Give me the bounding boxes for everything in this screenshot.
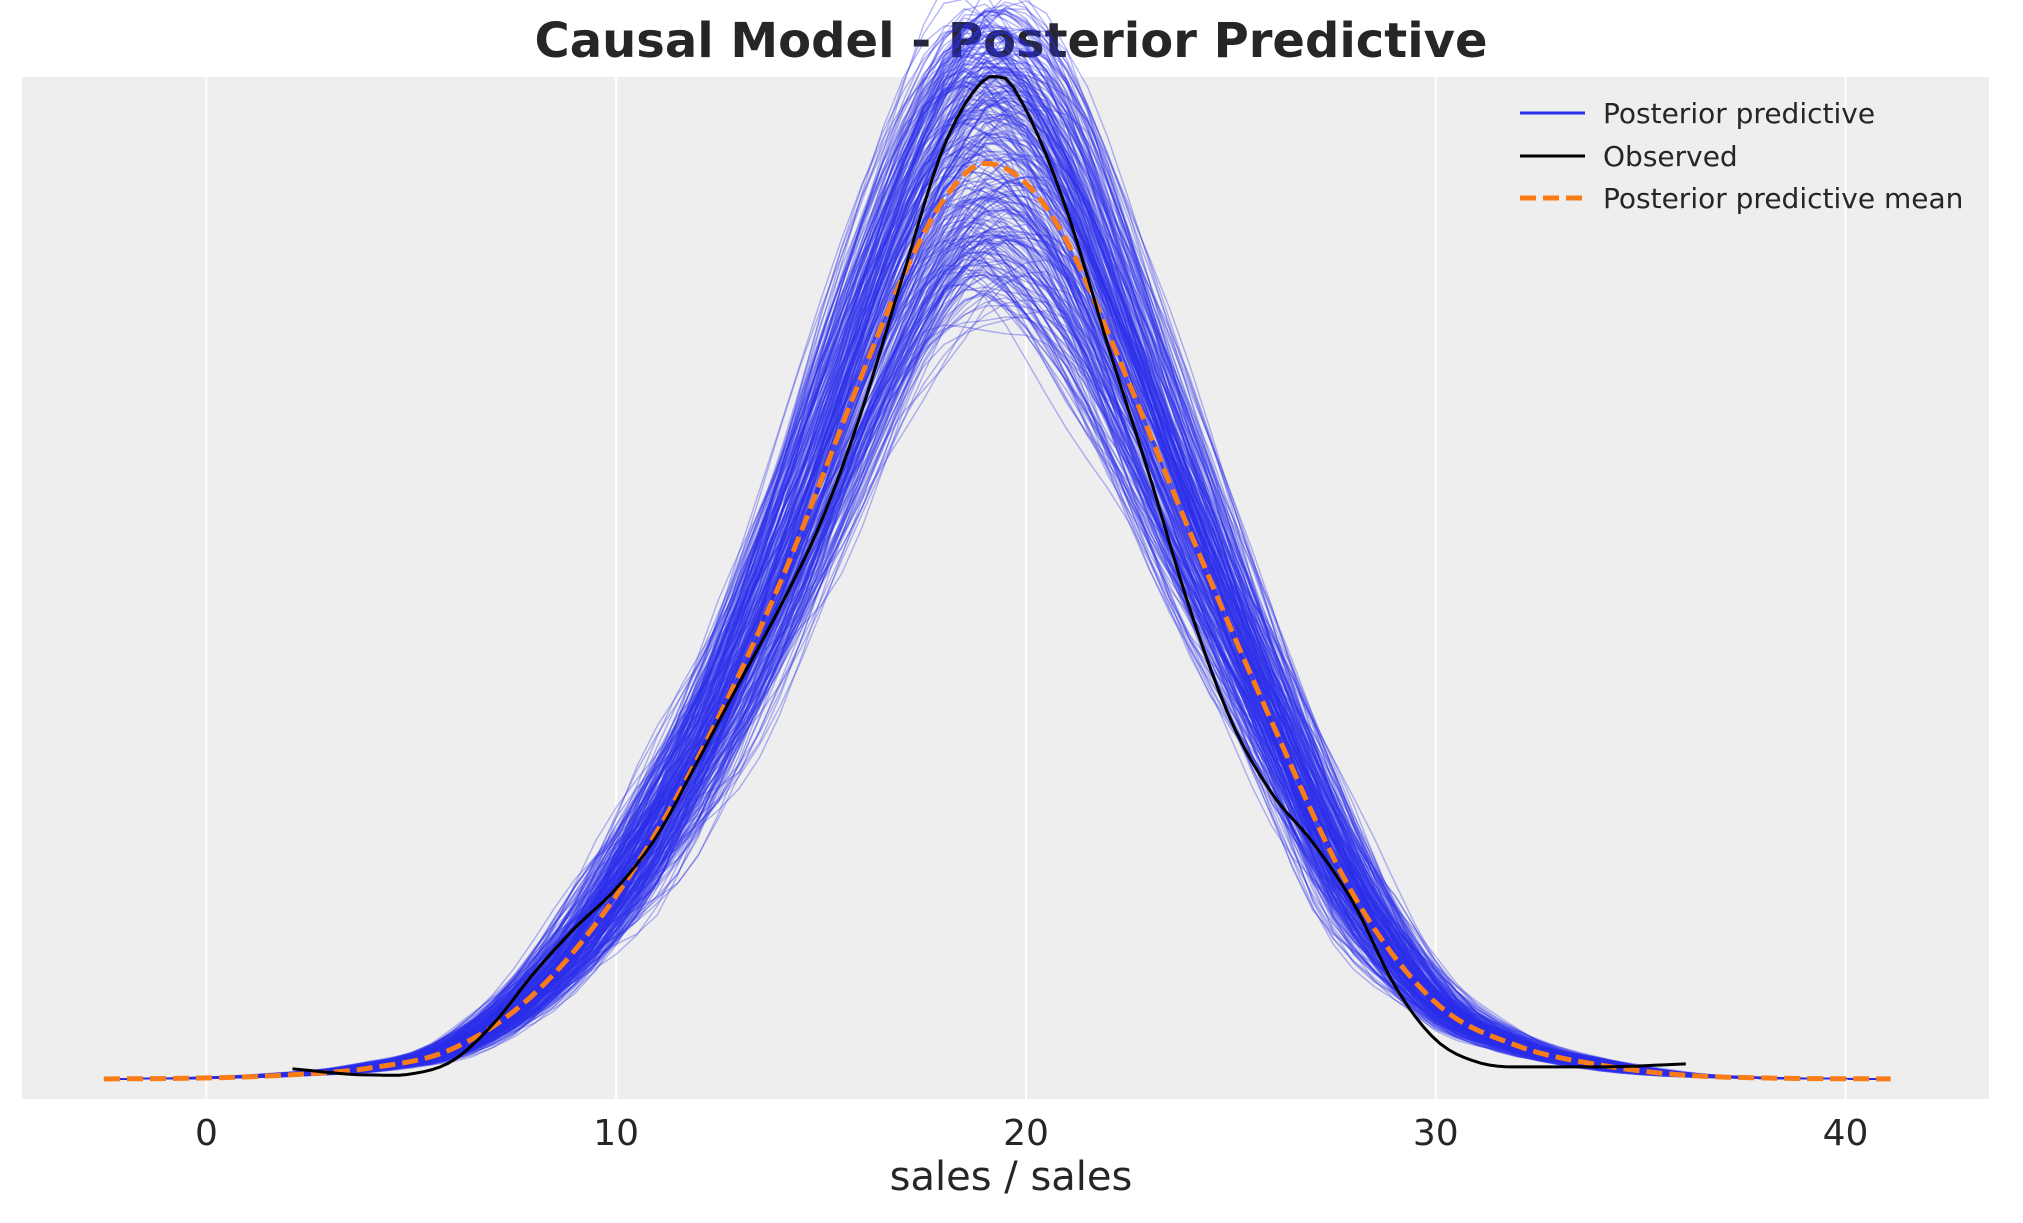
legend-label-observed: Observed	[1603, 140, 1738, 173]
posterior-draw-line	[103, 282, 1887, 1080]
posterior-draw-line	[103, 154, 1887, 1080]
posterior-draw-line	[103, 9, 1887, 1080]
posterior-draw-line	[103, 40, 1887, 1080]
posterior-draw-line	[103, 51, 1887, 1080]
posterior-draw-line	[104, 176, 1887, 1080]
posterior-draw-line	[103, 23, 1887, 1080]
posterior-draw-line	[103, 100, 1887, 1080]
posterior-draw-line	[103, 158, 1887, 1080]
posterior-draw-line	[103, 136, 1887, 1080]
x-axis-ticks: 0 10 20 30 40	[195, 1113, 1869, 1154]
posterior-draw-line	[103, 115, 1887, 1080]
posterior-draw-line	[103, 4, 1887, 1080]
posterior-draw-line	[103, 10, 1887, 1080]
posterior-draw-line	[103, 123, 1887, 1080]
posterior-draw-line	[103, 84, 1887, 1080]
posterior-draw-line	[104, 67, 1887, 1080]
posterior-draw-line	[103, 71, 1887, 1080]
x-tick-label: 10	[593, 1113, 639, 1154]
posterior-draw-line	[104, 90, 1887, 1080]
mean-line	[103, 160, 1891, 1082]
x-tick-label: 30	[1413, 1113, 1459, 1154]
posterior-draw-line	[103, 50, 1887, 1080]
posterior-draw-line	[103, 96, 1887, 1080]
posterior-draw-line	[103, 96, 1887, 1080]
posterior-draw-line	[104, 38, 1887, 1080]
posterior-draw-line	[103, 195, 1887, 1080]
x-tick-label: 20	[1003, 1113, 1049, 1154]
grid-lines	[205, 77, 1847, 1099]
posterior-draw-line	[103, 46, 1887, 1080]
posterior-mean-series	[103, 160, 1891, 1082]
posterior-draw-line	[103, 68, 1887, 1080]
plot-area	[22, 77, 1989, 1099]
posterior-draw-line	[103, 75, 1887, 1080]
posterior-draw-line	[103, 191, 1887, 1080]
posterior-draw-line	[103, 0, 1887, 1080]
posterior-draw-line	[103, 266, 1887, 1080]
posterior-draw-line	[103, 239, 1887, 1080]
posterior-draw-line	[103, 94, 1887, 1080]
posterior-draw-line	[103, 10, 1887, 1080]
posterior-draw-line	[103, 11, 1887, 1080]
posterior-draw-line	[103, 175, 1887, 1080]
posterior-draw-line	[104, 52, 1887, 1080]
posterior-draw-line	[103, 32, 1887, 1080]
posterior-draw-line	[103, 0, 1887, 1080]
posterior-draw-line	[103, 67, 1887, 1080]
posterior-draw-line	[103, 118, 1887, 1080]
posterior-draw-line	[103, 85, 1887, 1080]
posterior-draw-line	[103, 25, 1887, 1080]
posterior-draw-line	[103, 264, 1887, 1080]
x-axis-label: sales / sales	[890, 1154, 1133, 1200]
posterior-draw-line	[104, 81, 1887, 1080]
posterior-draw-line	[103, 47, 1887, 1080]
posterior-draw-line	[103, 90, 1887, 1080]
observed-series	[292, 75, 1686, 1077]
posterior-draw-line	[104, 8, 1887, 1080]
posterior-draw-line	[104, 108, 1887, 1080]
posterior-draw-line	[103, 55, 1887, 1080]
posterior-draw-line	[103, 6, 1887, 1080]
posterior-draw-line	[103, 58, 1887, 1080]
chart-title: Causal Model - Posterior Predictive	[535, 13, 1488, 69]
posterior-draw-line	[103, 149, 1887, 1080]
posterior-draw-line	[103, 0, 1887, 1080]
legend-label-mean: Posterior predictive mean	[1603, 182, 1963, 215]
posterior-draw-line	[103, 10, 1887, 1080]
posterior-draw-line	[103, 90, 1887, 1080]
posterior-draw-line	[104, 193, 1887, 1080]
posterior-draw-line	[103, 29, 1887, 1080]
posterior-draw-line	[103, 1, 1887, 1080]
posterior-draw-line	[104, 27, 1887, 1080]
posterior-draw-line	[103, 28, 1887, 1080]
x-tick-label: 40	[1823, 1113, 1869, 1154]
posterior-draw-line	[103, 69, 1887, 1080]
posterior-draw-line	[103, 71, 1887, 1080]
posterior-draw-line	[104, 109, 1887, 1080]
observed-line	[292, 75, 1686, 1077]
posterior-draw-line	[103, 58, 1887, 1080]
legend-label-posterior: Posterior predictive	[1603, 97, 1875, 130]
posterior-draw-line	[103, 66, 1887, 1080]
posterior-draw-line	[103, 90, 1887, 1080]
posterior-draw-line	[103, 12, 1887, 1080]
posterior-draw-line	[103, 66, 1887, 1080]
posterior-draw-line	[103, 19, 1887, 1080]
posterior-draw-line	[103, 99, 1887, 1080]
x-tick-label: 0	[195, 1113, 218, 1154]
posterior-draw-line	[104, 25, 1887, 1080]
posterior-draw-line	[103, 193, 1887, 1080]
posterior-draw-line	[103, 3, 1887, 1080]
legend: Posterior predictive Observed Posterior …	[1520, 97, 1963, 215]
posterior-draw-line	[103, 78, 1887, 1080]
